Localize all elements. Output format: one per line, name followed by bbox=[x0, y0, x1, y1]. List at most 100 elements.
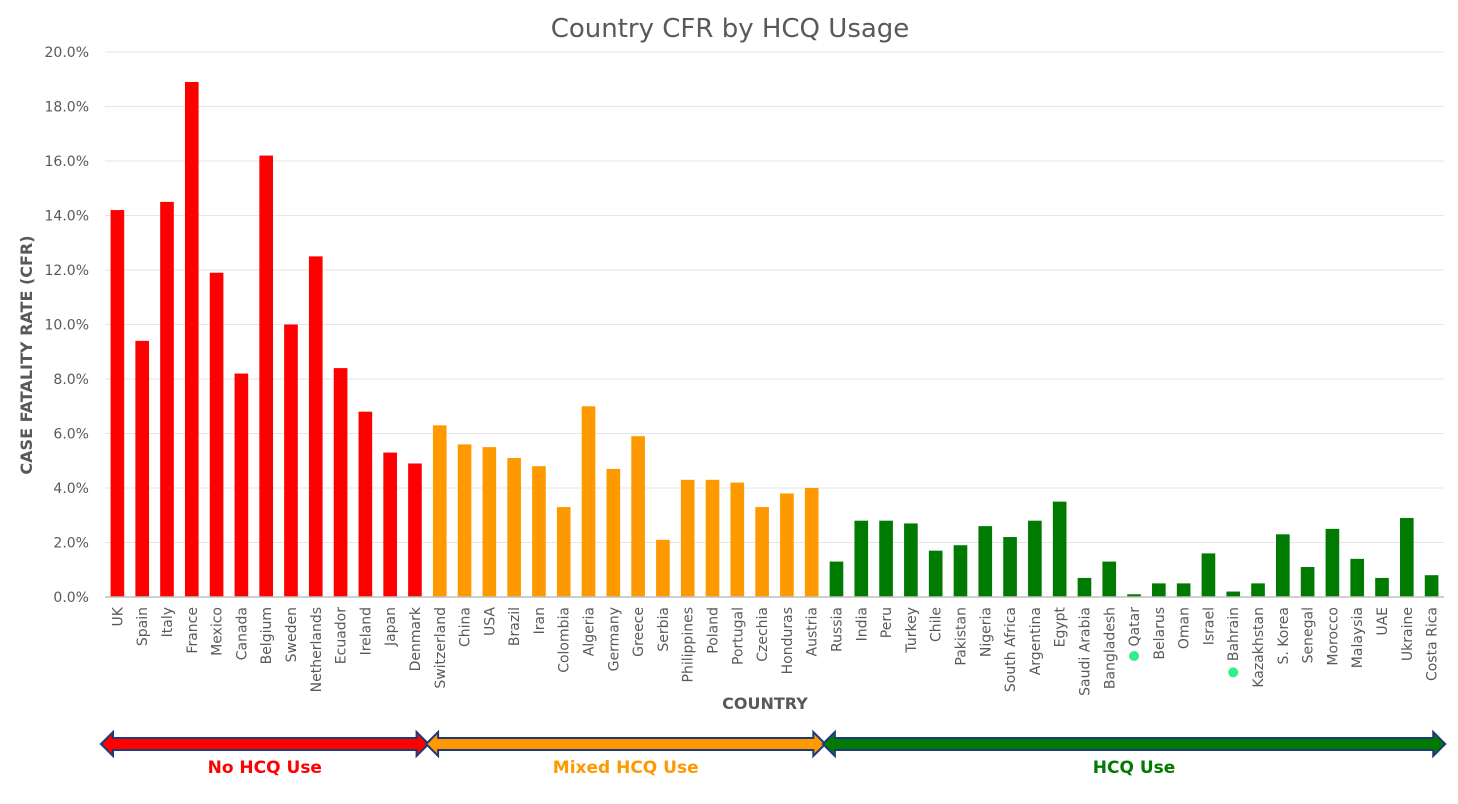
x-tick-label: Honduras bbox=[780, 607, 796, 674]
bar bbox=[978, 526, 993, 597]
bar bbox=[1077, 577, 1092, 597]
x-tick-label: South Africa bbox=[1003, 607, 1019, 692]
bar bbox=[358, 411, 373, 597]
x-tick-label: Oman bbox=[1177, 607, 1193, 649]
bar bbox=[780, 493, 794, 597]
x-axis-label: COUNTRY bbox=[722, 694, 808, 713]
bar bbox=[904, 523, 918, 597]
y-tick-label: 16.0% bbox=[45, 154, 89, 170]
group-arrow bbox=[821, 729, 1447, 759]
x-tick-label: UK bbox=[110, 606, 126, 626]
x-tick-label: Argentina bbox=[1028, 607, 1044, 675]
x-tick-label: Peru bbox=[879, 607, 895, 638]
x-tick-label: Bangladesh bbox=[1102, 607, 1118, 689]
x-tick-label: Chile bbox=[929, 607, 945, 642]
highlight-marker bbox=[1228, 667, 1239, 678]
group-label: Mixed HCQ Use bbox=[553, 758, 699, 778]
x-tick-label: Portugal bbox=[730, 607, 746, 665]
bar bbox=[209, 272, 224, 597]
bar bbox=[1052, 501, 1067, 597]
bar bbox=[1201, 553, 1216, 597]
x-tick-label: Brazil bbox=[507, 607, 523, 646]
bar bbox=[1102, 561, 1117, 597]
bar bbox=[606, 468, 621, 597]
bar bbox=[1176, 583, 1191, 597]
bar bbox=[532, 466, 546, 597]
x-tick-label: Canada bbox=[234, 607, 250, 660]
chart-title: Country CFR by HCQ Usage bbox=[551, 14, 910, 44]
bar bbox=[804, 488, 819, 597]
bar bbox=[1424, 575, 1439, 597]
y-tick-label: 20.0% bbox=[45, 45, 89, 61]
bar bbox=[1350, 558, 1365, 597]
bar bbox=[755, 507, 769, 597]
bar bbox=[631, 436, 645, 597]
x-tick-label: S. Korea bbox=[1276, 607, 1292, 664]
x-tick-label: Czechia bbox=[755, 607, 771, 662]
x-tick-label: China bbox=[458, 607, 474, 647]
x-tick-label: Japan bbox=[383, 607, 399, 647]
bar bbox=[1276, 534, 1290, 597]
x-tick-label: India bbox=[854, 607, 870, 641]
bar bbox=[383, 452, 397, 597]
bar bbox=[953, 545, 968, 597]
y-tick-label: 0.0% bbox=[53, 590, 89, 606]
bar bbox=[1226, 591, 1241, 597]
bar bbox=[581, 406, 596, 597]
x-tick-label: Greece bbox=[631, 607, 647, 657]
x-tick-label: Colombia bbox=[557, 607, 573, 673]
bar bbox=[184, 81, 199, 598]
bar bbox=[1028, 520, 1042, 597]
bar bbox=[1251, 583, 1265, 597]
x-tick-label: Switzerland bbox=[433, 607, 449, 689]
x-tick-label: Iran bbox=[532, 607, 548, 634]
x-tick-label: Belarus bbox=[1152, 607, 1168, 660]
x-tick-label: Malaysia bbox=[1350, 607, 1366, 668]
grid-layer bbox=[105, 51, 1444, 543]
x-tick-label: Israel bbox=[1201, 607, 1217, 645]
bar bbox=[928, 550, 943, 597]
y-tick-label: 14.0% bbox=[45, 209, 89, 225]
bar bbox=[507, 458, 521, 597]
bar bbox=[333, 368, 348, 597]
bar bbox=[160, 201, 174, 597]
x-tick-label: Algeria bbox=[582, 607, 598, 656]
y-axis-label: CASE FATALITY RATE (CFR) bbox=[17, 235, 36, 474]
bar bbox=[1375, 577, 1389, 597]
y-tick-label: 2.0% bbox=[53, 536, 89, 552]
x-tick-label: Costa Rica bbox=[1425, 607, 1441, 681]
x-tick-label: USA bbox=[482, 607, 498, 636]
x-tick-label: Mexico bbox=[210, 607, 226, 656]
bar bbox=[259, 155, 273, 598]
x-tick-label: Morocco bbox=[1325, 607, 1341, 666]
y-tick-label: 8.0% bbox=[53, 372, 89, 388]
x-tick-label: Austria bbox=[805, 607, 821, 656]
x-tick-label: Philippines bbox=[681, 607, 697, 682]
bar bbox=[1127, 594, 1141, 597]
x-tick-label: Belgium bbox=[259, 607, 275, 664]
x-tick-label: Ireland bbox=[358, 607, 374, 655]
bar bbox=[1152, 583, 1166, 597]
x-tick-label: Spain bbox=[135, 607, 151, 646]
groups-layer: No HCQ Use Mixed HCQ Use HCQ Use bbox=[99, 729, 1447, 778]
bar bbox=[110, 210, 125, 598]
y-tick-label: 6.0% bbox=[53, 427, 89, 443]
x-tick-label: Serbia bbox=[656, 607, 672, 652]
x-tick-label: Sweden bbox=[284, 607, 300, 662]
x-tick-label: Pakistan bbox=[953, 607, 969, 666]
bar bbox=[234, 373, 249, 597]
x-tick-label: Russia bbox=[829, 607, 845, 652]
x-tick-label: Ukraine bbox=[1400, 607, 1416, 661]
bar bbox=[730, 482, 745, 597]
bar bbox=[705, 479, 720, 597]
x-tick-label: Germany bbox=[606, 607, 622, 671]
x-tick-label: UAE bbox=[1375, 607, 1391, 636]
bar bbox=[432, 425, 447, 597]
bars-layer bbox=[110, 81, 1439, 598]
bar bbox=[135, 340, 150, 597]
bar bbox=[879, 520, 893, 597]
bar bbox=[556, 507, 571, 597]
x-tick-label: Saudi Arabia bbox=[1077, 607, 1093, 696]
